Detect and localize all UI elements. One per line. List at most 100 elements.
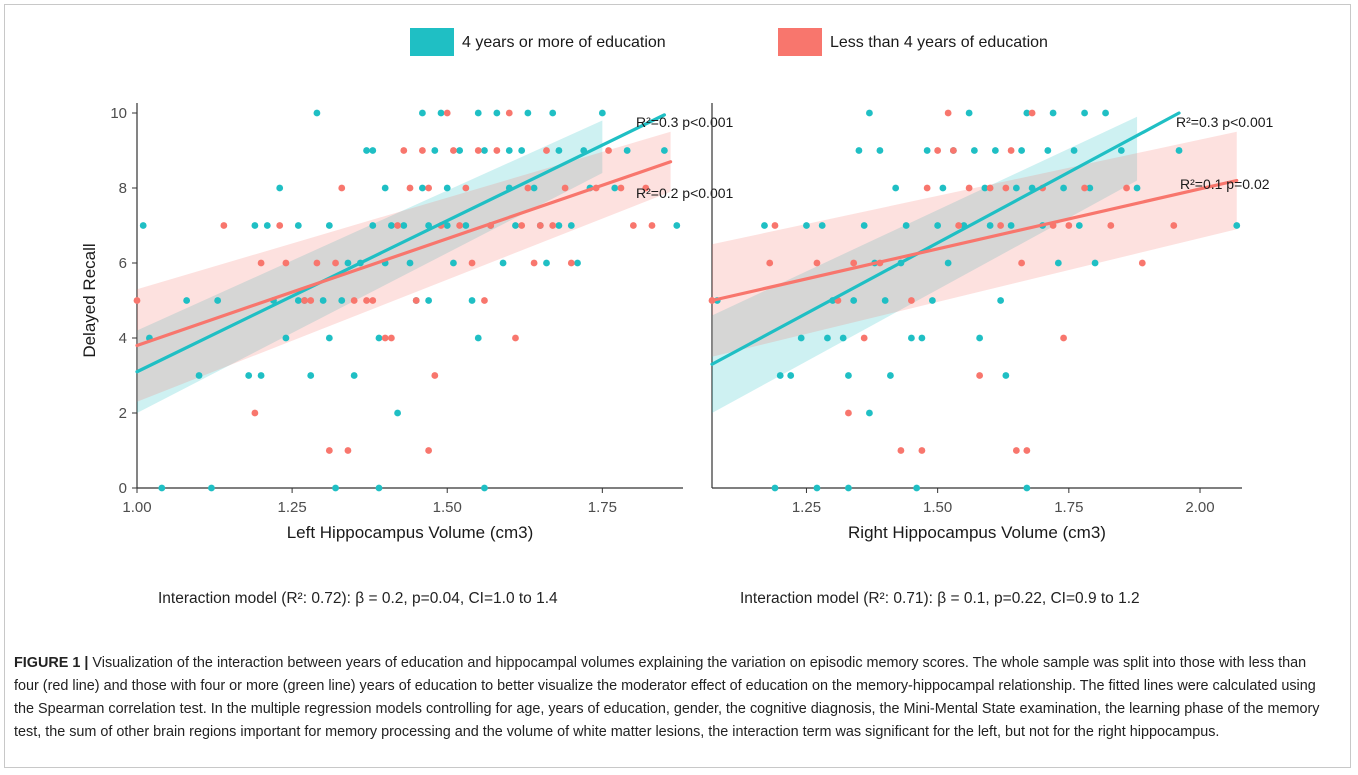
data-point: [505, 147, 513, 154]
data-point: [381, 184, 389, 192]
data-point: [918, 334, 926, 342]
data-point: [997, 222, 1005, 229]
data-point: [629, 222, 637, 229]
data-point: [450, 147, 457, 154]
data-point: [381, 334, 389, 342]
data-point: [923, 147, 931, 154]
y-axis-title: Delayed Recall: [80, 243, 99, 357]
data-point: [1023, 447, 1031, 454]
data-point: [1060, 184, 1067, 192]
data-point: [319, 297, 327, 304]
data-point: [338, 184, 346, 192]
data-point: [1175, 147, 1183, 154]
data-point: [313, 259, 321, 267]
data-point: [1233, 222, 1241, 229]
legend-swatch-teal: [410, 28, 454, 56]
caption-text: Visualization of the interaction between…: [14, 655, 1320, 740]
data-point: [443, 184, 451, 192]
data-point: [294, 297, 302, 304]
data-point: [648, 222, 656, 229]
fit-line: [710, 111, 1181, 366]
data-point: [986, 222, 994, 229]
data-point: [787, 372, 795, 379]
data-point: [1107, 222, 1115, 229]
data-point: [1170, 222, 1178, 229]
data-point: [908, 297, 915, 304]
right-panel: R²=0.3 p<0.001 R²=0.1 p=0.02 1.25 1.50 1.75 2…: [708, 103, 1274, 542]
data-point: [474, 147, 482, 154]
data-point: [892, 184, 900, 192]
data-point: [611, 184, 619, 192]
data-point: [771, 222, 779, 229]
data-point: [493, 109, 501, 117]
caption-label: FIGURE 1 |: [14, 655, 89, 671]
data-point: [1012, 184, 1020, 192]
data-point: [530, 259, 538, 267]
data-point: [325, 334, 333, 342]
data-point: [462, 184, 470, 192]
data-point: [456, 147, 464, 154]
confidence-band: [137, 131, 671, 402]
data-point: [431, 147, 439, 154]
data-point: [845, 409, 852, 417]
data-point: [1065, 222, 1073, 229]
data-point: [1123, 184, 1130, 192]
data-point: [673, 222, 681, 229]
data-point: [481, 484, 488, 492]
data-point: [660, 147, 668, 154]
data-point: [363, 147, 370, 154]
data-point: [257, 259, 265, 267]
data-point: [939, 184, 947, 192]
data-point: [282, 259, 290, 267]
data-point: [406, 259, 414, 267]
data-point: [965, 184, 973, 192]
data-point: [220, 222, 228, 229]
data-point: [574, 259, 581, 267]
data-point: [766, 259, 774, 267]
data-point: [845, 484, 852, 492]
data-point: [555, 147, 563, 154]
data-point: [1007, 222, 1015, 229]
y-tick-label: 0: [119, 480, 127, 497]
data-point: [902, 222, 910, 229]
data-point: [474, 334, 482, 342]
data-point: [350, 297, 358, 304]
data-point: [208, 484, 215, 492]
data-point: [245, 372, 253, 379]
legend: 4 years or more of education Less than 4…: [410, 28, 1048, 56]
data-point: [813, 259, 821, 267]
data-point: [997, 297, 1005, 304]
data-point: [1091, 259, 1099, 267]
data-point: [1081, 184, 1088, 192]
data-point: [1018, 259, 1026, 267]
data-point: [761, 222, 768, 229]
x-tick-label: 1.75: [1054, 499, 1083, 516]
y-tick-label: 4: [119, 330, 127, 347]
data-point: [813, 484, 821, 492]
data-point: [481, 147, 488, 154]
data-point: [282, 334, 290, 342]
data-point: [431, 372, 439, 379]
data-point: [251, 222, 259, 229]
data-point: [923, 184, 931, 192]
data-point: [387, 222, 395, 229]
x-tick-label: 2.00: [1185, 499, 1214, 516]
data-point: [158, 484, 166, 492]
data-point: [1002, 184, 1010, 192]
data-point: [369, 147, 377, 154]
data-point: [412, 297, 420, 304]
data-point: [1075, 222, 1083, 229]
data-point: [419, 147, 426, 154]
x-tick-label: 1.25: [278, 499, 307, 516]
data-point: [567, 222, 575, 229]
data-point: [965, 109, 973, 117]
data-point: [518, 147, 526, 154]
data-point: [824, 334, 831, 342]
data-point: [617, 184, 625, 192]
data-point: [425, 447, 433, 454]
x-tick-label: 1.50: [923, 499, 952, 516]
data-point: [605, 147, 612, 154]
left-panel: R²=0.3 p<0.001 R²=0.2 p<0.001 1.00 1.25 1.50…: [80, 103, 734, 542]
data-point: [301, 297, 308, 304]
x-axis-title: Right Hippocampus Volume (cm3): [848, 523, 1106, 542]
